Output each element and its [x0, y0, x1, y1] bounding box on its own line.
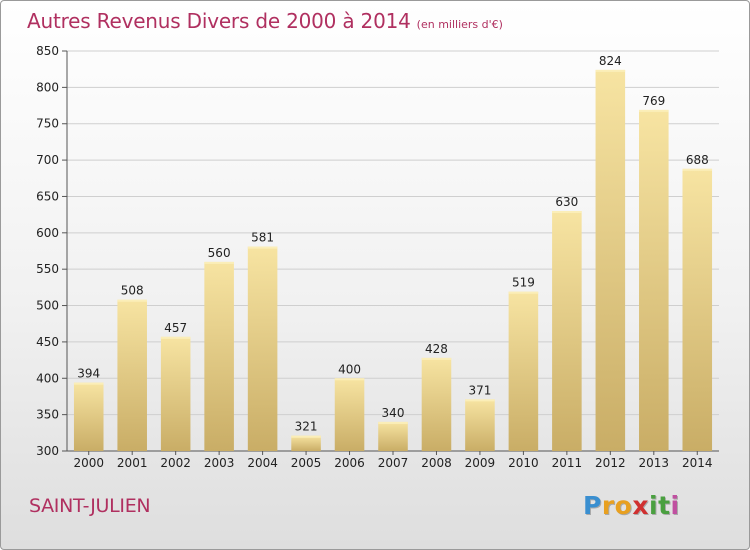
chart-subtitle: (en milliers d'€): [416, 18, 503, 31]
y-tick-label: 350: [36, 408, 59, 422]
x-tick-label: 2005: [291, 456, 322, 470]
logo-letter: o: [614, 491, 633, 520]
bar: [117, 299, 147, 451]
bar-highlight: [552, 211, 582, 213]
x-tick-label: 2001: [117, 456, 148, 470]
bar-highlight: [117, 299, 147, 302]
x-tick-label: 2011: [552, 456, 583, 470]
x-tick-label: 2014: [682, 456, 713, 470]
chart-title: Autres Revenus Divers de 2000 à 2014 (en …: [27, 9, 503, 33]
bar: [421, 357, 452, 451]
bar: [247, 246, 278, 451]
x-tick-label: 2006: [334, 456, 365, 470]
bar-highlight: [378, 421, 408, 424]
bar-highlight: [291, 435, 321, 438]
bar-value-label: 519: [512, 276, 535, 290]
bar-value-label: 630: [555, 195, 578, 209]
y-tick-label: 550: [36, 262, 59, 276]
bar-value-label: 769: [642, 94, 665, 108]
x-tick-label: 2008: [421, 456, 452, 470]
bar-value-label: 688: [686, 153, 709, 167]
bar-value-label: 321: [295, 420, 318, 434]
bar: [682, 168, 713, 451]
bar-highlight: [334, 378, 365, 381]
labels: 300 350 400 450 500 550 600 650 700 750 800 850 394 2…: [36, 44, 712, 470]
y-tick-label: 800: [36, 80, 59, 94]
bar-value-label: 508: [121, 284, 144, 298]
x-tick-label: 2007: [378, 456, 409, 470]
logo-letter: r: [601, 491, 615, 520]
bar: [204, 261, 234, 451]
bar-value-label: 457: [164, 321, 187, 335]
x-tick-label: 2012: [595, 456, 626, 470]
x-tick-label: 2003: [204, 456, 235, 470]
logo-letter: P: [583, 491, 602, 520]
y-tick-label: 450: [36, 335, 59, 349]
bar: [334, 378, 365, 451]
bar: [160, 336, 191, 451]
x-tick-label: 2010: [508, 456, 539, 470]
x-tick-label: 2002: [160, 456, 191, 470]
chart-title-text: Autres Revenus Divers de 2000 à 2014: [27, 9, 411, 33]
logo-letter: i: [649, 491, 659, 520]
logo-letter: t: [658, 491, 671, 520]
bar-value-label: 428: [425, 342, 448, 356]
bar-value-label: 371: [468, 383, 491, 397]
logo-letter: x: [632, 491, 649, 520]
y-tick-label: 600: [36, 226, 59, 240]
y-tick-label: 400: [36, 371, 59, 385]
bar-value-label: 560: [208, 246, 231, 260]
bar: [378, 421, 408, 451]
bar-highlight: [639, 109, 669, 112]
bar-highlight: [204, 261, 234, 264]
bars: [73, 69, 713, 451]
x-tick-label: 2004: [247, 456, 278, 470]
bar-highlight: [421, 357, 452, 360]
y-tick-label: 700: [36, 153, 59, 167]
x-tick-label: 2013: [639, 456, 670, 470]
commune-name: SAINT-JULIEN: [29, 495, 151, 517]
proxiti-logo[interactable]: Proxiti: [583, 491, 680, 520]
y-tick-label: 650: [36, 189, 59, 203]
bar-highlight: [160, 336, 191, 339]
bar: [552, 211, 582, 451]
bar: [73, 382, 104, 451]
bar-value-label: 400: [338, 362, 361, 376]
bar-value-label: 581: [251, 231, 274, 245]
bar-highlight: [682, 168, 713, 171]
bar-highlight: [508, 291, 539, 294]
bar-highlight: [73, 382, 104, 385]
y-tick-label: 750: [36, 117, 59, 131]
bar-value-label: 824: [599, 54, 622, 68]
logo-letter: i: [670, 491, 680, 520]
bar: [508, 291, 539, 451]
y-tick-label: 850: [36, 44, 59, 58]
bar: [595, 69, 626, 451]
bar-value-label: 340: [382, 406, 405, 420]
bar: [639, 109, 669, 451]
bar-value-label: 394: [77, 367, 100, 381]
y-tick-label: 300: [36, 444, 59, 458]
bar-highlight: [595, 69, 626, 72]
x-tick-label: 2000: [73, 456, 104, 470]
y-tick-label: 500: [36, 299, 59, 313]
x-tick-label: 2009: [465, 456, 496, 470]
bar-highlight: [247, 246, 278, 249]
bar-highlight: [465, 399, 495, 402]
bar: [465, 399, 495, 451]
bar: [291, 435, 321, 451]
